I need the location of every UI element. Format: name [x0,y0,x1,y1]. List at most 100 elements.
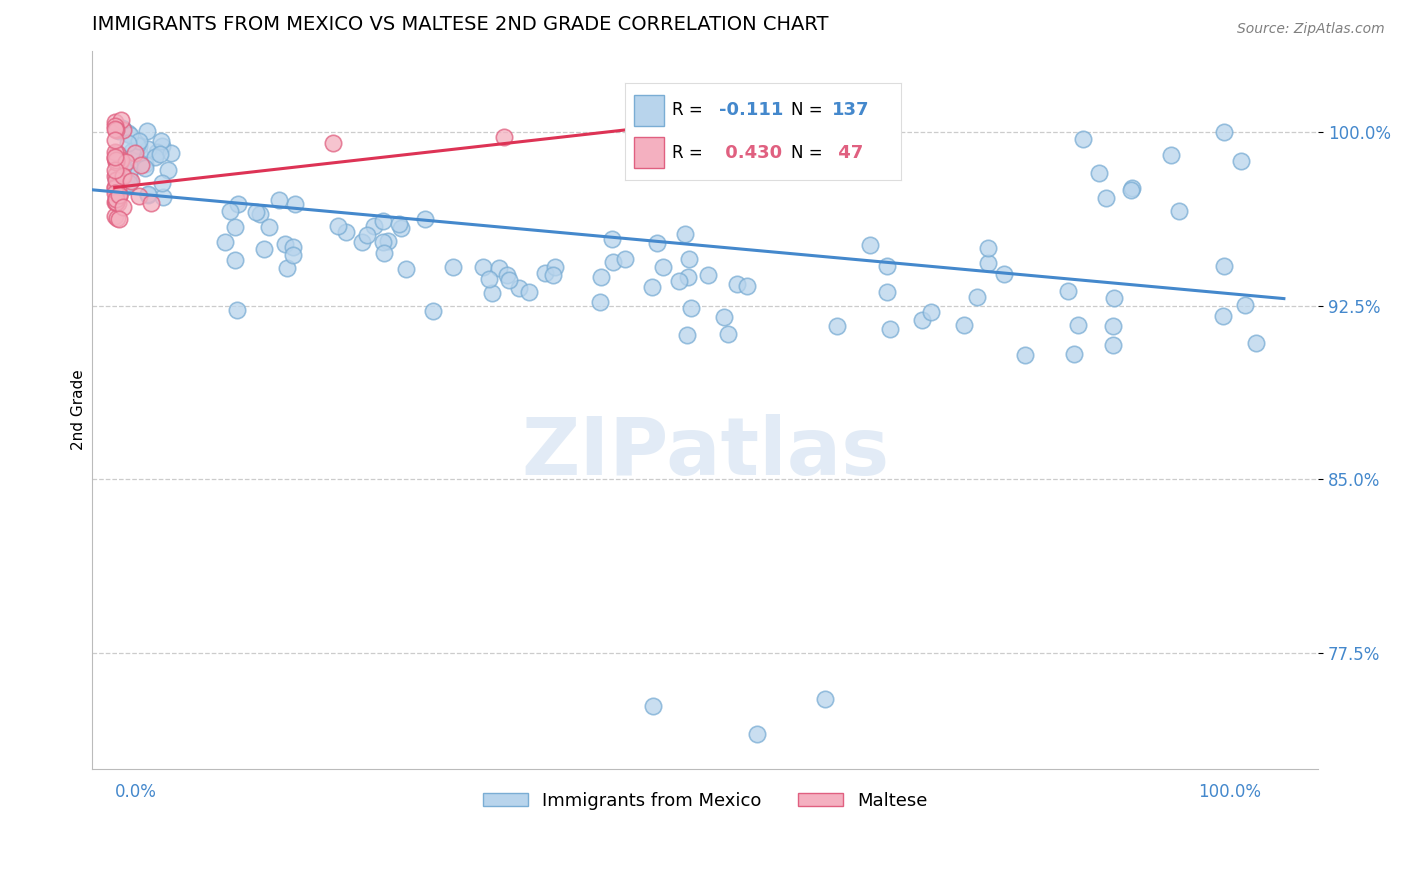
Point [335,225,357,239]
Point [134,161,156,176]
Point [111,121,134,136]
Point [737,279,759,293]
Point [267,193,290,207]
Point [641,280,664,294]
Point [118,128,141,142]
Point [252,242,274,256]
Point [105,173,128,187]
Point [717,327,740,342]
Point [1121,181,1143,195]
Point [104,169,127,183]
Point [614,252,637,267]
Point [477,272,499,286]
Point [1244,336,1267,351]
Point [105,167,128,181]
Point [876,285,898,299]
Point [120,161,142,175]
Point [1101,319,1123,334]
Point [108,154,131,169]
Point [422,303,444,318]
Point [104,184,127,198]
Point [105,171,128,186]
Point [152,190,174,204]
Point [725,277,748,291]
Point [111,123,134,137]
Point [498,273,520,287]
Point [371,214,394,228]
Point [118,174,141,188]
Point [128,134,150,148]
Point [107,195,129,210]
Point [104,155,127,169]
Point [128,138,150,153]
Point [111,122,134,136]
Point [673,227,696,241]
Point [745,727,768,741]
Point [643,699,665,714]
Point [120,174,142,188]
Point [105,150,128,164]
Point [104,195,127,210]
Point [328,219,350,233]
Point [107,188,129,202]
Y-axis label: 2nd Grade: 2nd Grade [72,369,86,450]
Point [977,256,1000,270]
Point [104,120,127,134]
Point [117,126,139,140]
Point [112,200,135,214]
Point [678,252,700,266]
Point [115,173,138,187]
Point [104,180,127,194]
Text: ZIPatlas: ZIPatlas [520,414,889,491]
Point [141,195,163,210]
Point [1160,148,1182,162]
Point [284,197,307,211]
Text: IMMIGRANTS FROM MEXICO VS MALTESE 2ND GRADE CORRELATION CHART: IMMIGRANTS FROM MEXICO VS MALTESE 2ND GR… [91,15,828,34]
Point [108,147,131,161]
Point [1102,291,1125,305]
Point [966,290,988,304]
Point [160,145,183,160]
Point [952,318,974,332]
Point [676,125,699,139]
Point [245,205,267,219]
Point [274,236,297,251]
Point [543,260,565,275]
Point [388,218,411,232]
Point [104,194,127,209]
Point [534,267,557,281]
Point [668,275,690,289]
Point [104,150,127,164]
Point [283,248,305,262]
Point [697,268,720,283]
Point [104,163,127,178]
Point [1014,348,1036,362]
Point [214,235,236,249]
Point [104,152,127,166]
Point [495,268,517,282]
Point [105,123,128,137]
Point [149,147,172,161]
Legend: Immigrants from Mexico, Maltese: Immigrants from Mexico, Maltese [475,785,935,817]
Point [276,260,298,275]
Point [146,145,169,159]
Point [111,169,134,183]
Point [1066,318,1088,332]
Point [224,252,246,267]
Point [321,136,343,151]
Point [1088,166,1111,180]
Point [352,235,374,249]
Point [104,184,127,198]
Point [108,189,131,203]
Point [128,146,150,161]
Point [112,150,135,164]
Point [104,191,127,205]
Point [105,211,128,225]
Point [651,260,673,274]
Text: 0.0%: 0.0% [115,782,156,800]
Point [110,153,132,167]
Point [226,303,249,318]
Point [136,142,159,156]
Point [920,304,942,318]
Text: Source: ZipAtlas.com: Source: ZipAtlas.com [1237,22,1385,37]
